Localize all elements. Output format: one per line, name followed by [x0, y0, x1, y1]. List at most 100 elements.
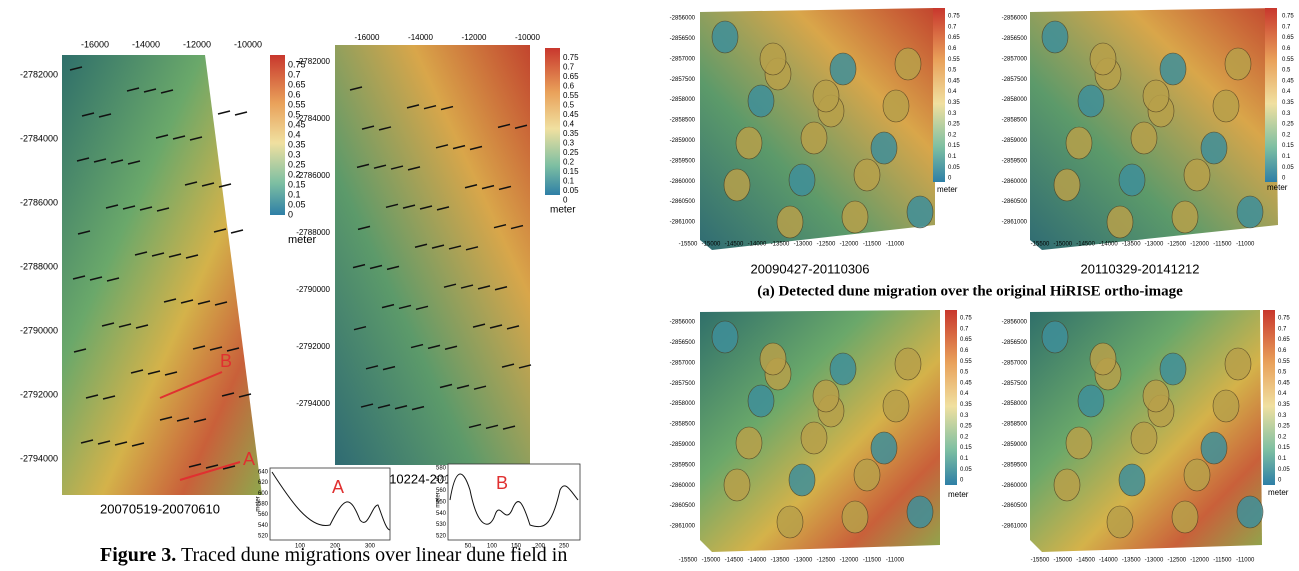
y-tick-label: -2860000	[1002, 483, 1028, 489]
colorbar-tick-label: 0.3	[288, 149, 301, 159]
x-tick-label: -13000	[1145, 242, 1164, 248]
dune	[1066, 427, 1092, 459]
panel-caption: 20110329-20141212	[1080, 261, 1199, 276]
dune	[907, 496, 933, 528]
x-tick-label: -12000	[1190, 558, 1209, 564]
colorbar	[933, 8, 945, 182]
colorbar	[270, 55, 285, 215]
y-tick-label: -2860500	[1002, 199, 1028, 205]
colorbar-tick-label: 0.45	[960, 380, 972, 386]
colorbar	[1263, 310, 1275, 485]
colorbar-tick-label: 0.4	[1278, 391, 1287, 397]
colorbar-label: meter	[550, 205, 576, 216]
y-tick-label: -2861000	[1002, 524, 1028, 530]
y-tick-label: -2861000	[670, 220, 696, 226]
colorbar-tick-label: 0.1	[948, 154, 957, 160]
colorbar-tick-label: 0.4	[1282, 89, 1291, 95]
x-tick-label: -11500	[1213, 242, 1232, 248]
dune	[1160, 353, 1186, 385]
x-tick-label: -11500	[863, 558, 882, 564]
y-tick-label: -2788000	[296, 228, 330, 237]
x-tick-label: -16000	[355, 33, 380, 42]
x-tick-label: 300	[365, 544, 376, 550]
y-tick-label: 530	[436, 522, 447, 528]
dune	[1201, 132, 1227, 164]
y-tick-label: -2858500	[670, 118, 696, 124]
dune	[712, 321, 738, 353]
colorbar	[945, 310, 957, 485]
x-tick-label: -10000	[234, 39, 262, 49]
flow-arrow	[231, 230, 243, 233]
profile-y-label: meter	[436, 492, 442, 507]
colorbar-tick-label: 0.75	[563, 53, 579, 62]
dune	[777, 506, 803, 538]
x-tick-label: -11000	[886, 558, 905, 564]
y-tick-label: -2856500	[1002, 340, 1028, 346]
colorbar-tick-label: 0.6	[1282, 46, 1291, 52]
colorbar-tick-label: 0.25	[948, 122, 960, 128]
colorbar-tick-label: 0.15	[563, 167, 579, 176]
dune	[1090, 343, 1116, 375]
dune	[871, 432, 897, 464]
x-tick-label: -15000	[1053, 558, 1072, 564]
x-tick-label: 200	[330, 544, 341, 550]
dune	[777, 206, 803, 238]
y-tick-label: -2856500	[670, 36, 696, 42]
dune	[724, 469, 750, 501]
colorbar-tick-label: 0.35	[563, 129, 579, 138]
annotation: A	[243, 449, 255, 469]
colorbar-tick-label: 0.15	[948, 143, 960, 149]
x-tick-label: 200	[535, 544, 546, 550]
profile-y-label: meter	[256, 496, 262, 511]
colorbar-tick-label: 0.7	[288, 69, 301, 79]
colorbar-tick-label: 0.3	[1282, 111, 1291, 117]
y-tick-label: -2857000	[670, 360, 696, 366]
colorbar-tick-label: 0.25	[288, 159, 306, 169]
y-tick-label: -2859500	[670, 158, 696, 164]
x-tick-label: -11000	[1236, 558, 1255, 564]
colorbar-tick-label: 0.1	[563, 177, 575, 186]
y-tick-label: -2786000	[296, 171, 330, 180]
panel-caption: 20090427-20110306	[750, 261, 869, 276]
x-tick-label: 50	[465, 544, 472, 550]
dune	[1213, 90, 1239, 122]
colorbar	[1265, 8, 1277, 182]
y-tick-label: 540	[258, 523, 269, 529]
dune	[1107, 506, 1133, 538]
x-tick-label: -14500	[725, 558, 744, 564]
dune	[883, 90, 909, 122]
y-tick-label: -2859500	[670, 462, 696, 468]
map-image	[62, 55, 262, 495]
x-tick-label: -15000	[702, 242, 721, 248]
colorbar-tick-label: 0.55	[1278, 359, 1290, 365]
profile-frame	[448, 464, 580, 540]
y-tick-label: -2792000	[296, 342, 330, 351]
colorbar-tick-label: 0	[960, 478, 964, 484]
x-tick-label: -13500	[771, 558, 790, 564]
y-tick-label: -2856000	[1002, 320, 1028, 326]
y-tick-label: -2857000	[1002, 360, 1028, 366]
x-tick-label: -15000	[1053, 242, 1072, 248]
x-tick-label: -13500	[1122, 558, 1141, 564]
colorbar-tick-label: 0	[1278, 478, 1282, 484]
x-tick-label: -12000	[462, 33, 487, 42]
colorbar-tick-label: 0.7	[960, 326, 969, 332]
colorbar-tick-label: 0.05	[563, 186, 579, 195]
x-tick-label: -10000	[515, 33, 540, 42]
x-tick-label: -15500	[679, 558, 698, 564]
dune	[1143, 380, 1169, 412]
dune	[1042, 21, 1068, 53]
flow-arrow	[235, 112, 247, 115]
dune	[842, 201, 868, 233]
colorbar-tick-label: 0.6	[288, 89, 301, 99]
colorbar-tick-label: 0.25	[960, 424, 972, 430]
y-tick-label: 520	[436, 534, 447, 540]
colorbar-tick-label: 0.3	[960, 413, 969, 419]
colorbar-tick-label: 0.45	[948, 78, 960, 84]
x-tick-label: -11500	[1213, 558, 1232, 564]
colorbar-tick-label: 0.65	[1282, 35, 1294, 41]
x-tick-label: -12500	[817, 558, 836, 564]
x-tick-label: -12000	[183, 39, 211, 49]
colorbar-tick-label: 0.75	[948, 14, 960, 20]
x-tick-label: -11000	[886, 242, 905, 248]
